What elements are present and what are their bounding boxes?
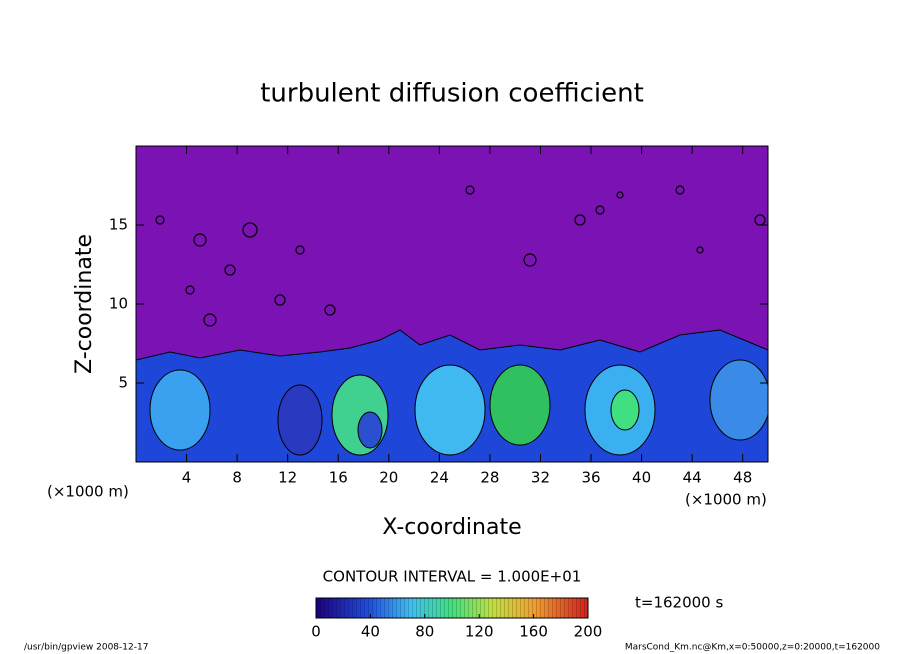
- colorbar-lines: [316, 598, 588, 618]
- x-tick-label: 24: [430, 469, 449, 487]
- x-tick-label: 28: [480, 469, 499, 487]
- x-tick-label: 8: [232, 469, 242, 487]
- colorbar-frame: [315, 597, 589, 619]
- x-tick-label: 12: [278, 469, 297, 487]
- footer-left: /usr/bin/gpview 2008-12-17: [24, 643, 148, 653]
- x-tick-label: 16: [329, 469, 348, 487]
- chart-title: turbulent diffusion coefficient: [260, 79, 644, 109]
- colorbar-tick-label: 120: [465, 623, 494, 641]
- x-tick-label: 32: [531, 469, 550, 487]
- x-tick-label: 40: [632, 469, 651, 487]
- x-tick-label: 36: [581, 469, 600, 487]
- y-tick-label: 10: [109, 295, 128, 313]
- colorbar-tick-label: 0: [311, 623, 321, 641]
- colorbar-tick-label: 160: [519, 623, 548, 641]
- contour-interval: CONTOUR INTERVAL = 1.000E+01: [323, 568, 582, 586]
- y-unit: (×1000 m): [47, 483, 129, 501]
- x-axis-label: X-coordinate: [382, 515, 521, 540]
- colorbar-tick-label: 40: [361, 623, 380, 641]
- y-axis-label: Z-coordinate: [72, 234, 97, 374]
- colorbar-tick-label: 200: [574, 623, 603, 641]
- x-tick-label: 4: [182, 469, 192, 487]
- y-tick-label: 5: [118, 374, 128, 392]
- contour-field: [136, 146, 768, 462]
- colorbar-tick-label: 80: [415, 623, 434, 641]
- footer-right: MarsCond_Km.nc@Km,x=0:50000,z=0:20000,t=…: [625, 643, 880, 653]
- y-tick-label: 15: [109, 216, 128, 234]
- x-tick-label: 44: [683, 469, 702, 487]
- x-tick-label: 20: [379, 469, 398, 487]
- x-unit: (×1000 m): [685, 491, 767, 509]
- x-tick-label: 48: [733, 469, 752, 487]
- time-label: t=162000 s: [635, 594, 723, 612]
